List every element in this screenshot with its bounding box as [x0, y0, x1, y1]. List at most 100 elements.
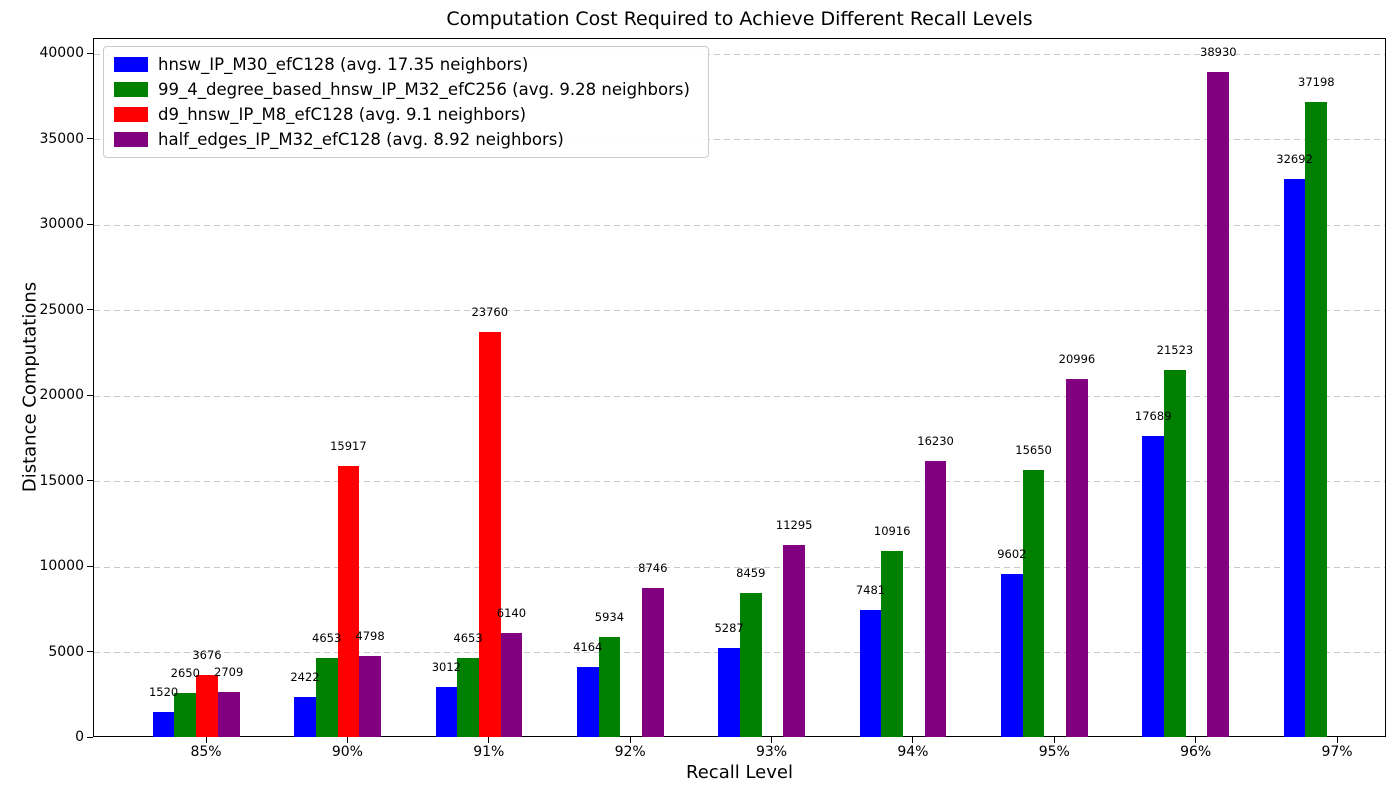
x-tick-mark — [346, 737, 348, 743]
bar — [337, 465, 360, 737]
bar-value-label: 2650 — [170, 665, 200, 680]
bar-value-label: 2422 — [290, 669, 320, 684]
y-tick-mark — [87, 736, 93, 738]
bar-value-label: 17689 — [1134, 408, 1172, 423]
bar-value-label: 32692 — [1276, 152, 1313, 167]
legend-swatch — [114, 57, 148, 72]
bar — [783, 544, 806, 737]
x-tick-mark — [1336, 737, 1338, 743]
bar-value-label: 11295 — [775, 517, 813, 532]
y-gridline — [94, 53, 1385, 55]
legend-item: 99_4_degree_based_hnsw_IP_M32_efC256 (av… — [114, 80, 690, 99]
bar — [500, 633, 523, 737]
bar-value-label: 38930 — [1200, 45, 1237, 60]
x-tick-mark — [771, 737, 772, 743]
bar-value-label: 4653 — [312, 631, 342, 646]
bar — [1001, 573, 1023, 737]
bar — [196, 675, 218, 737]
bar-value-label: 20996 — [1058, 352, 1096, 367]
bar-value-label: 1520 — [148, 685, 179, 699]
bar — [1207, 72, 1230, 737]
y-tick-mark — [87, 394, 93, 396]
legend-item: half_edges_IP_M32_efC128 (avg. 8.92 neig… — [114, 130, 690, 149]
x-tick-label: 97% — [1321, 744, 1353, 760]
legend-item: hnsw_IP_M30_efC128 (avg. 17.35 neighbors… — [114, 55, 690, 74]
bar-value-label: 4164 — [573, 639, 603, 654]
x-axis-label: Recall Level — [686, 762, 793, 783]
y-gridline — [94, 566, 1385, 568]
bar — [315, 658, 338, 737]
y-tick-mark — [87, 223, 93, 225]
bar-value-label: 4798 — [355, 628, 385, 643]
bar — [924, 460, 947, 737]
chart-title: Computation Cost Required to Achieve Dif… — [446, 8, 1033, 30]
x-tick-label: 96% — [1180, 744, 1212, 760]
bar-value-label: 3676 — [192, 648, 222, 663]
bar-value-label: 9602 — [997, 546, 1027, 561]
bar-value-label: 3012 — [431, 659, 461, 674]
y-tick-mark — [87, 565, 93, 567]
bar-value-labels-layer: 1520 2422 3012 4164 5287 7481 9602 17689 32692 26… — [94, 39, 1385, 736]
bar — [1022, 470, 1045, 737]
bar-value-label: 21523 — [1156, 343, 1194, 358]
x-tick-label: 91% — [473, 744, 505, 760]
bar-value-label: 6140 — [496, 606, 527, 621]
legend: hnsw_IP_M30_efC128 (avg. 17.35 neighbors… — [103, 46, 709, 158]
bar — [881, 551, 903, 737]
bar-value-label: 8459 — [736, 566, 766, 581]
x-tick-label: 95% — [1038, 744, 1070, 760]
y-gridline — [94, 395, 1385, 397]
bar-value-label: 16230 — [917, 433, 954, 448]
bar-value-label: 15917 — [330, 438, 367, 453]
bar-value-label: 5287 — [714, 620, 744, 635]
x-tick-label: 93% — [755, 744, 788, 760]
bar — [576, 666, 599, 737]
y-tick-label: 30000 — [39, 216, 84, 233]
legend-label: hnsw_IP_M30_efC128 (avg. 17.35 neighbors… — [158, 55, 529, 74]
x-tick-label: 94% — [897, 744, 929, 760]
y-tick-mark — [87, 138, 93, 140]
y-tick-label: 20000 — [39, 387, 84, 404]
y-tick-mark — [87, 52, 93, 54]
bar — [217, 691, 240, 737]
bar — [174, 692, 197, 737]
bar — [152, 712, 175, 737]
x-tick-mark — [912, 737, 914, 743]
y-tick-label: 10000 — [39, 558, 84, 575]
bar — [718, 647, 740, 737]
legend-swatch — [114, 82, 148, 97]
bars-layer — [94, 39, 1385, 737]
bar-value-label: 10916 — [873, 524, 911, 539]
y-tick-label: 15000 — [39, 472, 84, 489]
y-gridline — [94, 139, 1385, 141]
y-gridline — [94, 310, 1385, 312]
legend-swatch — [114, 107, 148, 122]
bar-value-label: 5934 — [594, 609, 625, 624]
bar-value-label: 2709 — [214, 664, 244, 679]
y-tick-mark — [87, 309, 93, 311]
x-tick-mark — [205, 737, 207, 743]
bar — [1142, 435, 1165, 737]
y-gridline — [94, 481, 1385, 483]
bar — [739, 593, 762, 737]
y-tick-label: 25000 — [39, 301, 84, 318]
bar-value-label: 37198 — [1298, 75, 1335, 90]
legend-label: d9_hnsw_IP_M8_efC128 (avg. 9.1 neighbors… — [158, 105, 527, 124]
legend-item: d9_hnsw_IP_M8_efC128 (avg. 9.1 neighbors… — [114, 105, 690, 124]
bar-value-label: 7481 — [855, 583, 886, 598]
bar — [598, 636, 621, 737]
y-tick-label: 35000 — [39, 130, 84, 147]
bar-value-label: 15650 — [1015, 443, 1052, 458]
bar — [457, 658, 479, 737]
bar-value-label: 8746 — [638, 561, 668, 576]
y-tick-label: 40000 — [39, 45, 84, 62]
y-tick-mark — [87, 651, 93, 653]
legend-label: half_edges_IP_M32_efC128 (avg. 8.92 neig… — [158, 130, 564, 149]
bar-value-label: 23760 — [471, 304, 509, 319]
y-tick-label: 0 — [75, 729, 84, 745]
bar-value-label: 4653 — [453, 631, 483, 646]
x-tick-mark — [488, 737, 490, 743]
y-gridline — [94, 224, 1385, 226]
x-tick-label: 85% — [190, 744, 222, 760]
x-tick-mark — [629, 737, 631, 743]
